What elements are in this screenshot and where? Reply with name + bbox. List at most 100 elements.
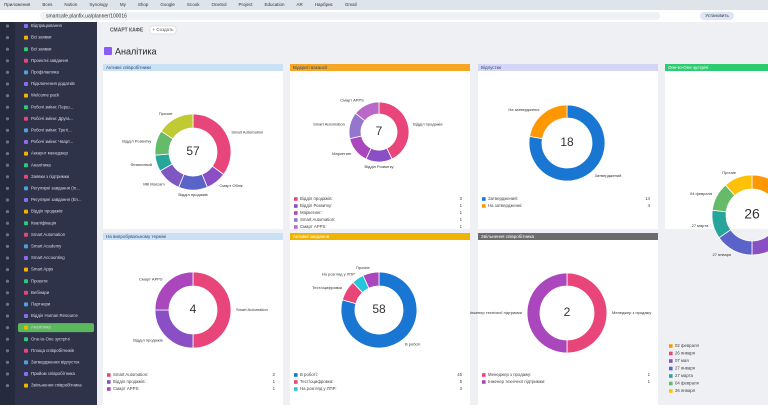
bookmark[interactable]: Всеs [42,2,53,7]
sidebar-item[interactable]: Smart Academy [31,244,62,249]
sidebar-item[interactable]: Регулярні завдання (In... [31,186,80,191]
legend-label: Маркетинг: [300,210,322,215]
legend-swatch [107,373,111,377]
strip-icon [6,280,9,283]
tab-bar [0,0,768,10]
strip-icon [6,314,9,317]
sidebar-item[interactable]: Welcome pack [31,93,60,98]
sidebar-item[interactable]: Площа співробітників [31,348,75,353]
sidebar-item[interactable]: Аналітика [31,325,51,330]
sidebar-item[interactable]: Вебінари [31,290,50,295]
slice-label: Mill Marzam [143,181,165,186]
sidebar-icon [24,256,28,260]
strip-icon [6,291,9,294]
sidebar-item[interactable]: Smart Automation [31,232,66,237]
strip-icon [6,152,9,155]
strip-icon [6,187,9,190]
strip-icon [6,198,9,201]
bookmark[interactable]: Education [265,2,286,7]
bookmark[interactable]: Приложения [4,2,31,7]
sidebar-icon [24,140,28,144]
sidebar-item[interactable]: Всі заявки [31,46,52,51]
sidebar-icon [24,291,28,295]
legend-label: Smart Automation: [113,372,148,377]
sidebar-item[interactable]: One-to-One зустрічі [31,336,70,341]
slice-label: Відділ Розвитку [122,139,151,144]
slice-label: 27 марта [692,223,709,228]
strip-icon [6,140,9,143]
strip-icon [6,106,9,109]
title-icon [104,47,112,55]
sidebar-item[interactable]: Кваліфікація [31,220,57,225]
legend-swatch [294,373,298,377]
bookmark[interactable]: My [120,2,127,7]
slice-label: Менеджер з продажу [612,310,651,315]
slice-label: 04 февраля [690,191,712,196]
sidebar-item[interactable]: Профілактика [31,70,60,75]
sidebar-item[interactable]: Робочі зміни: Чварт... [31,139,73,144]
legend-swatch [669,382,673,386]
legend-label: 02 февраля [675,343,699,348]
sidebar-item[interactable]: Проекти [31,278,48,283]
sidebar-item[interactable]: Заявки з підтримки [31,174,70,179]
strip-icon [6,233,9,236]
sidebar-item[interactable]: Партнери [31,302,51,307]
sidebar-item[interactable]: Затвердження відпусток [31,360,79,365]
legend-swatch [669,352,673,356]
legend-swatch [294,380,298,384]
strip-icon [6,59,9,62]
strip-icon [6,164,9,167]
sidebar-item[interactable]: Smart Accounting [31,255,65,260]
sidebar-item[interactable]: Проектні завдання [31,58,69,63]
bookmark[interactable]: Sсоok [187,2,200,7]
legend-label: На затвердженні: [488,203,523,208]
sidebar-item[interactable]: Відпрацювання [31,23,62,28]
sidebar-icon [24,326,28,330]
bookmark[interactable]: OneSol [211,2,226,7]
bookmark[interactable]: Notion [64,2,78,7]
sidebar-item[interactable]: Регулярні завдання (En... [31,197,81,202]
legend-swatch [294,225,298,229]
sidebar-item[interactable]: Робочі зміни: Друга... [31,116,73,121]
bookmark[interactable]: Нарбрис [315,2,334,7]
slice-label: На затвердженні [508,107,539,112]
sidebar-icon [24,152,28,156]
bookmark[interactable]: Synology [89,2,108,7]
url-field[interactable] [40,12,660,20]
slice-label: Відділ продажів [133,337,162,342]
bookmark[interactable]: Google [160,2,175,7]
legend-label: На розгляд у ЛПР: [300,386,337,391]
sidebar-icon [24,117,28,121]
sidebar-item[interactable]: Прийом співробітника [31,371,75,376]
sidebar-item[interactable]: Всі заявки [31,35,52,40]
widget-title: Звільнення співробітника [481,234,535,239]
sidebar-item[interactable]: Робочі зміни: Перш... [31,104,73,109]
bookmark[interactable]: AR [297,2,304,7]
sidebar-icon [24,360,28,364]
bookmark[interactable]: Shop [138,2,149,7]
sidebar-icon [24,302,28,306]
legend-swatch [482,373,486,377]
legend-swatch [294,197,298,201]
bookmark[interactable]: Project [238,2,253,7]
sidebar-icon [24,36,28,40]
legend-label: 07 мая [675,358,689,363]
strip-icon [6,210,9,213]
sidebar-icon [24,186,28,190]
icon-strip [0,22,15,405]
legend-label: В роботі: [300,372,318,377]
sidebar-item[interactable]: Робочі зміни: Треті... [31,128,72,133]
sidebar-item[interactable]: Відділ продажів [31,209,63,214]
sidebar-item[interactable]: Звільнення співробітника [31,383,82,388]
sidebar-item[interactable]: Smart Apps [31,267,53,272]
legend-swatch [669,389,673,393]
sidebar-item[interactable]: Відділ Human Resource [31,313,79,318]
bookmark[interactable]: Gmail [345,2,357,7]
sidebar-item[interactable]: Аккаунт менеджер [31,151,69,156]
widget-title: One-to-One зустрічі [668,65,708,70]
sidebar-item[interactable]: Аналітика [31,162,51,167]
legend-label: 26 января [675,351,696,356]
sidebar-item[interactable]: Підключення додатків [31,81,75,86]
slice-label: 27 января [712,252,731,257]
